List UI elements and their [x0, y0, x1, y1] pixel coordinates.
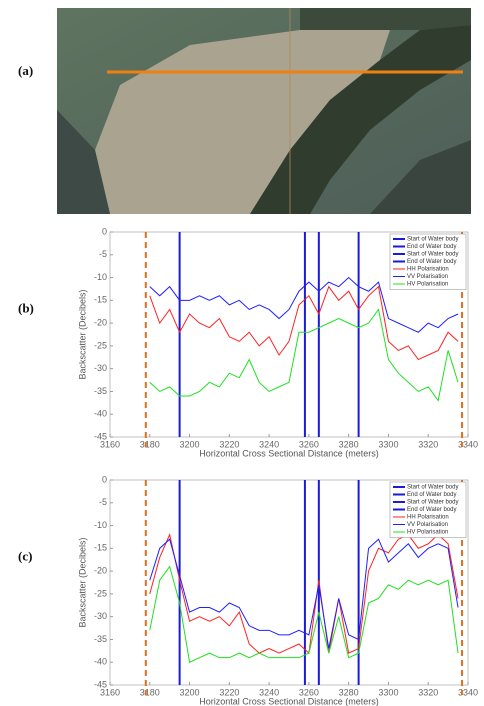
x-tick-label: 3200 — [180, 687, 200, 697]
y-tick-label: -35 — [94, 634, 107, 644]
legend-label: HV Polarisation — [407, 530, 448, 536]
y-tick-label: -45 — [94, 679, 107, 689]
x-tick-label: 3180 — [140, 687, 160, 697]
y-tick-label: -20 — [94, 317, 107, 327]
panel-label: (b) — [18, 300, 34, 315]
x-tick-label: 3280 — [339, 687, 359, 697]
x-tick-label: 3300 — [378, 439, 398, 449]
y-tick-label: -10 — [94, 272, 107, 282]
y-tick-label: -45 — [94, 431, 107, 441]
legend-label: VV Polarisation — [407, 274, 448, 280]
y-tick-label: 0 — [102, 474, 107, 484]
x-tick-label: 3340 — [458, 687, 478, 697]
legend-label: VV Polarisation — [407, 522, 448, 528]
y-tick-label: -15 — [94, 295, 107, 305]
legend-label: HH Polarisation — [407, 515, 449, 521]
y-tick-label: -30 — [94, 611, 107, 621]
x-tick-label: 3260 — [299, 439, 319, 449]
series-line — [149, 276, 459, 333]
legend-label: End of Water body — [407, 244, 456, 250]
x-tick-label: 3160 — [100, 439, 120, 449]
x-tick-label: 3240 — [259, 439, 279, 449]
x-tick-label: 3300 — [378, 687, 398, 697]
y-axis-label: Backscatter (Decibels) — [77, 289, 87, 379]
y-tick-label: -35 — [94, 386, 107, 396]
series-line — [149, 285, 459, 361]
y-tick-label: -5 — [99, 497, 107, 507]
y-tick-label: -10 — [94, 520, 107, 530]
legend-label: End of Water body — [407, 492, 456, 498]
series-line — [149, 565, 459, 663]
y-tick-label: -40 — [94, 409, 107, 419]
y-tick-label: -5 — [99, 249, 107, 259]
x-tick-label: 3160 — [100, 687, 120, 697]
y-tick-label: -15 — [94, 543, 107, 553]
x-tick-label: 3220 — [219, 687, 239, 697]
y-tick-label: -20 — [94, 565, 107, 575]
x-tick-label: 3340 — [458, 439, 478, 449]
legend-label: HV Polarisation — [407, 282, 448, 288]
legend-label: End of Water body — [407, 259, 456, 265]
x-tick-label: 3320 — [418, 439, 438, 449]
legend-label: End of Water body — [407, 507, 456, 513]
x-axis-label: Horizontal Cross Sectional Distance (met… — [199, 448, 379, 458]
x-tick-label: 3180 — [140, 439, 160, 449]
x-tick-label: 3280 — [339, 439, 359, 449]
x-tick-label: 3220 — [219, 439, 239, 449]
x-tick-label: 3240 — [259, 687, 279, 697]
legend-label: Start of Water body — [407, 500, 458, 506]
y-tick-label: -30 — [94, 363, 107, 373]
y-tick-label: -25 — [94, 340, 107, 350]
y-tick-label: 0 — [102, 226, 107, 236]
legend-label: Start of Water body — [407, 237, 458, 243]
x-axis-label: Horizontal Cross Sectional Distance (met… — [199, 696, 379, 706]
legend-label: Start of Water body — [407, 485, 458, 491]
series-line — [149, 308, 459, 402]
aerial-image — [57, 8, 471, 214]
y-tick-label: -25 — [94, 588, 107, 598]
series-line — [149, 538, 459, 649]
x-tick-label: 3320 — [418, 687, 438, 697]
y-tick-label: -40 — [94, 657, 107, 667]
y-axis-label: Backscatter (Decibels) — [77, 537, 87, 627]
x-tick-label: 3200 — [180, 439, 200, 449]
x-tick-label: 3260 — [299, 687, 319, 697]
legend-label: Start of Water body — [407, 252, 458, 258]
legend-label: HH Polarisation — [407, 267, 449, 273]
panel-label: (c) — [18, 548, 32, 563]
panel-label: (a) — [18, 63, 33, 78]
